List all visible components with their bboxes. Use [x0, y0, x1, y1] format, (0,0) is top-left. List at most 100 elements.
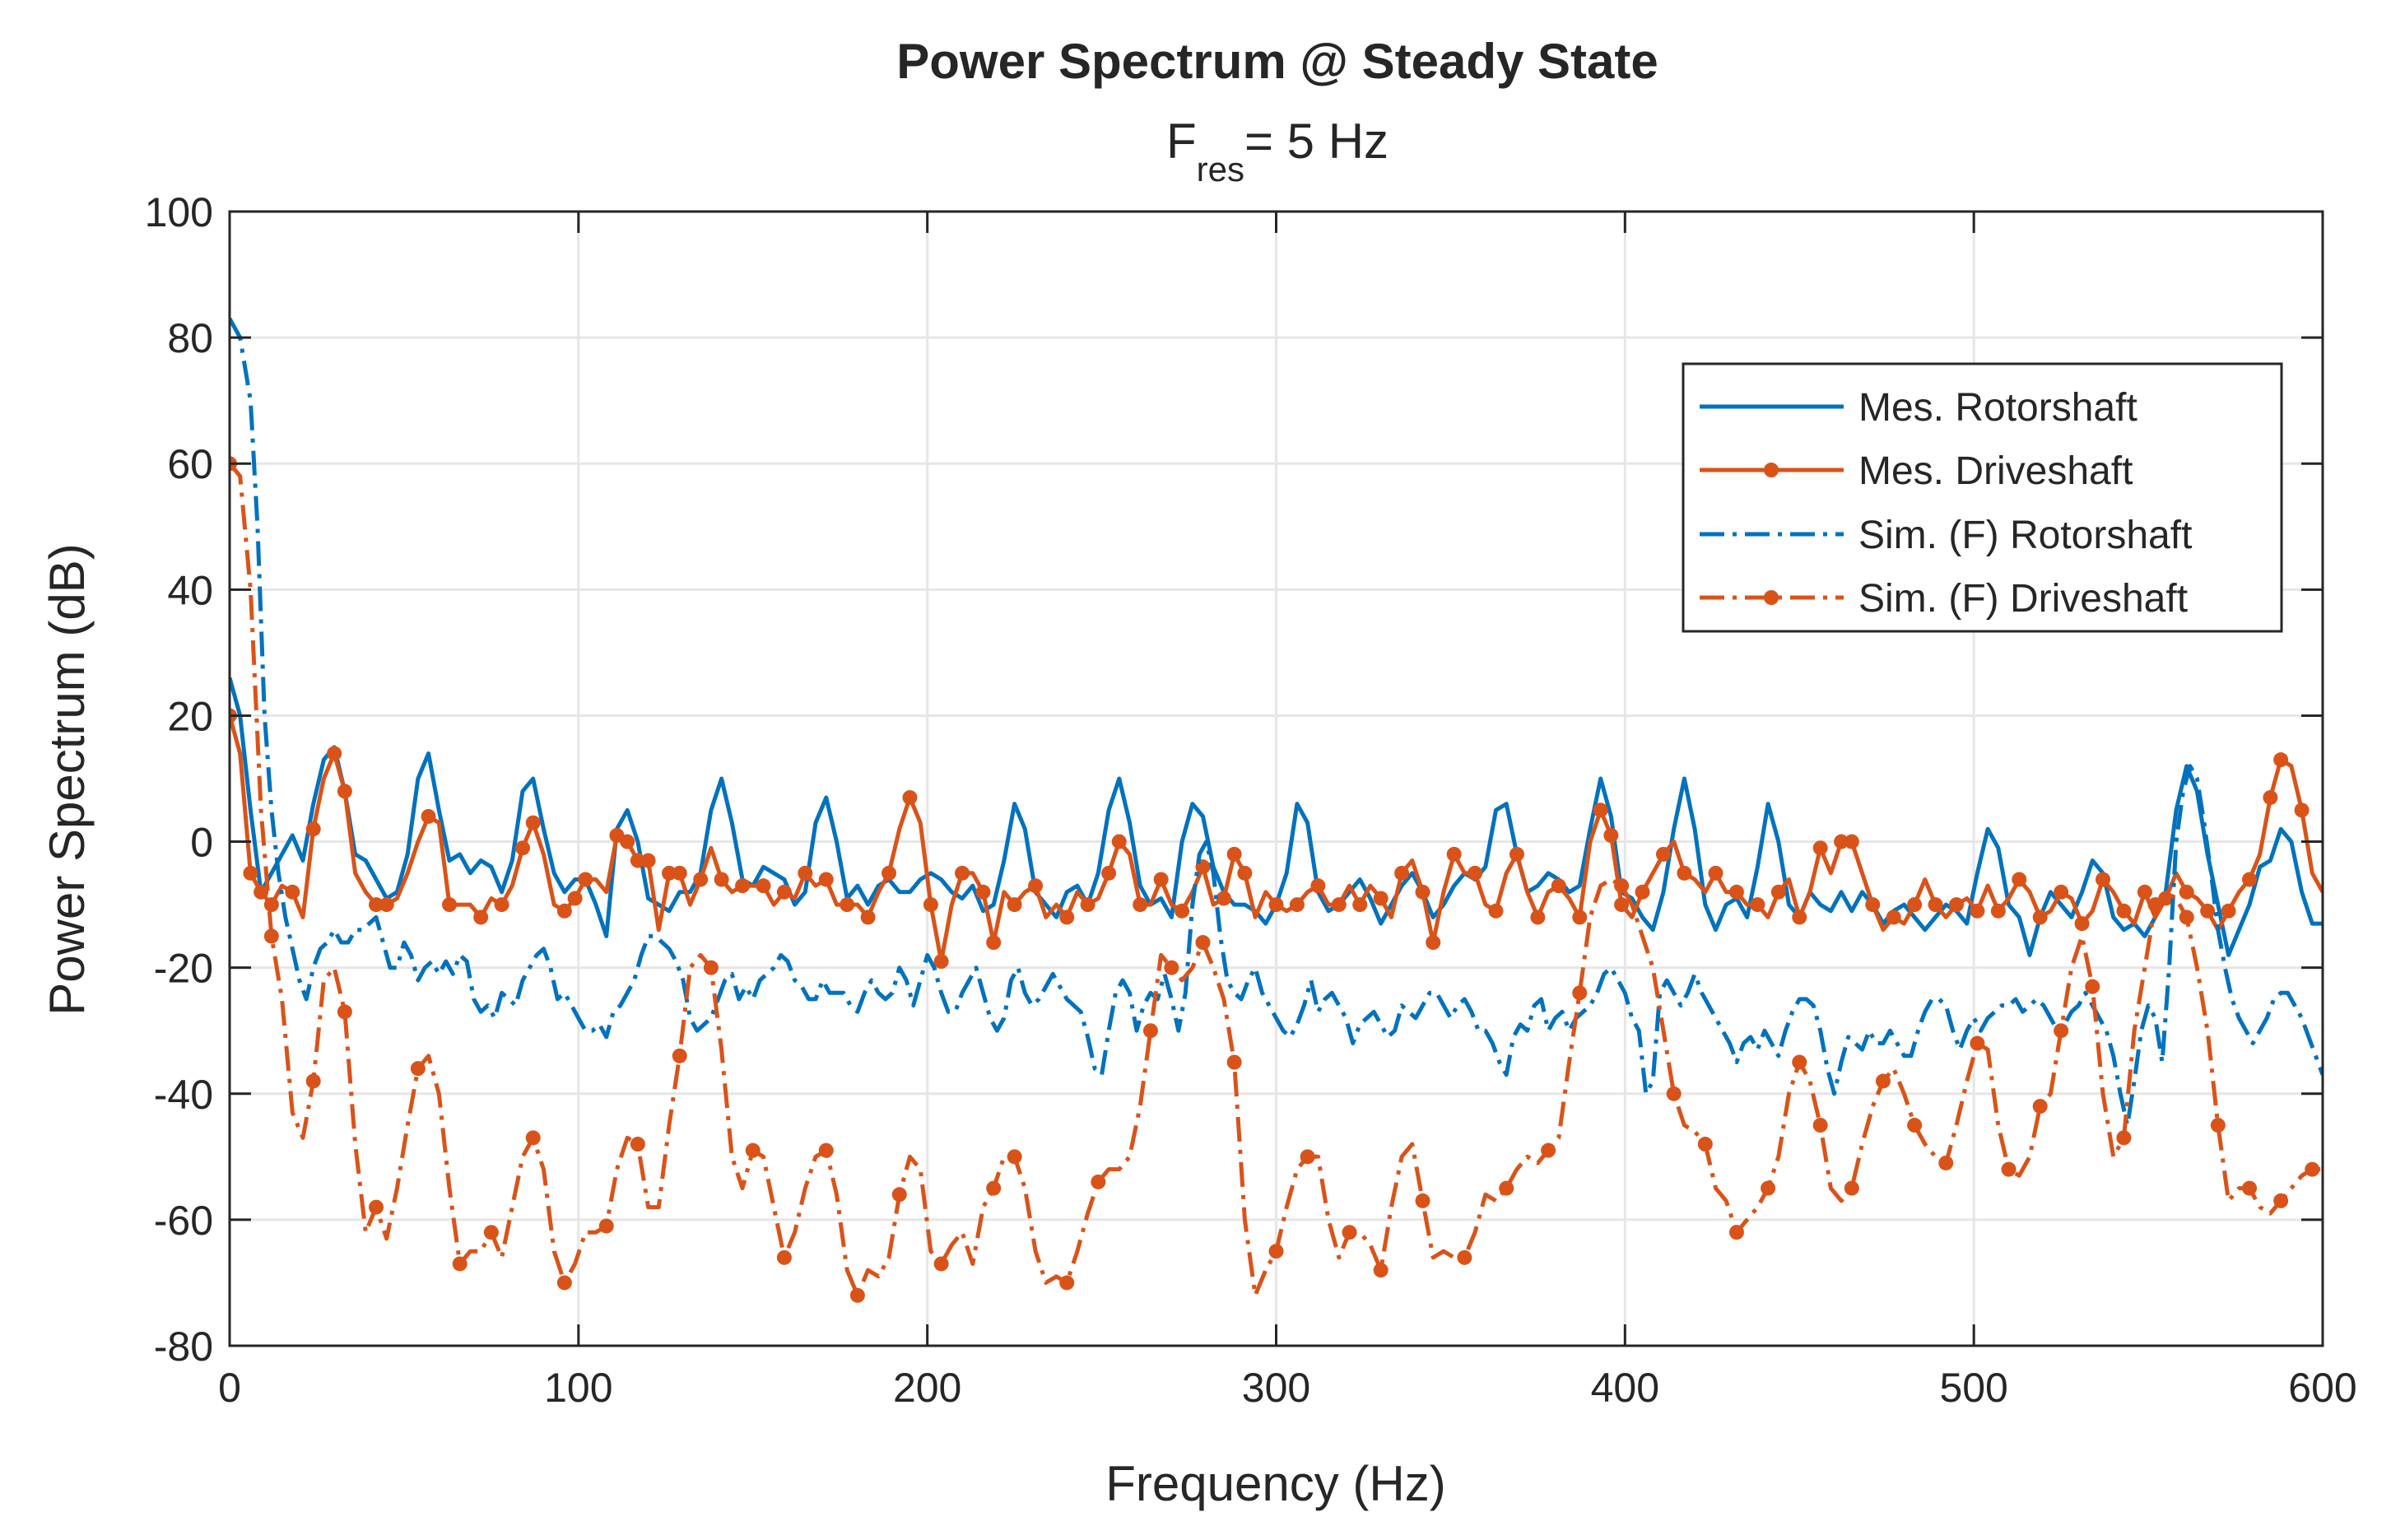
series-marker-mes-driveshaft [305, 821, 321, 837]
series-marker-sim-f-driveshaft [2147, 897, 2163, 913]
series-marker-mes-driveshaft [975, 884, 991, 900]
series-marker-mes-driveshaft [1948, 897, 1964, 913]
x-tick-label: 100 [544, 1365, 612, 1411]
series-marker-mes-driveshaft [1844, 834, 1859, 849]
series-marker-sim-f-driveshaft [776, 1249, 792, 1265]
series-marker-mes-driveshaft [556, 903, 572, 919]
series-marker-mes-driveshaft [955, 865, 970, 881]
subtitle-value: = 5 Hz [1244, 114, 1389, 169]
series-marker-sim-f-driveshaft [410, 1061, 426, 1077]
series-marker-sim-f-driveshaft [2054, 1023, 2069, 1039]
series-marker-sim-f-driveshaft [1728, 1225, 1744, 1240]
series-marker-mes-driveshaft [1111, 834, 1127, 849]
series-marker-mes-driveshaft [1509, 846, 1524, 862]
series-marker-mes-driveshaft [1928, 897, 1943, 913]
series-marker-sim-f-driveshaft [2001, 1161, 2017, 1177]
y-tick-label: 20 [167, 693, 213, 739]
series-marker-mes-driveshaft [2273, 752, 2289, 768]
series-marker-mes-driveshaft [1133, 897, 1148, 913]
series-marker-mes-driveshaft [1007, 897, 1022, 913]
axis-ticks: 0 100 200 300 400 500 600 -80 -60 -40 -20 0 20 40 60 80… [145, 189, 2357, 1411]
y-tick-label: -20 [154, 946, 213, 992]
x-tick-label: 300 [1242, 1365, 1310, 1411]
x-tick-label: 600 [2288, 1365, 2356, 1411]
series-marker-mes-driveshaft [693, 872, 709, 887]
series-marker-mes-driveshaft [1593, 803, 1608, 818]
series-marker-mes-driveshaft [902, 789, 918, 805]
series-marker-mes-driveshaft [798, 865, 813, 881]
series-marker-mes-driveshaft [923, 897, 938, 913]
series-marker-sim-f-driveshaft [1697, 1137, 1713, 1152]
subtitle-symbol: F [1166, 114, 1197, 169]
series-marker-sim-f-driveshaft [1499, 1180, 1514, 1196]
series-marker-mes-driveshaft [1059, 910, 1075, 925]
series-marker-sim-f-driveshaft [1195, 935, 1211, 951]
series-marker-sim-f-driveshaft [483, 1225, 499, 1240]
series-marker-sim-f-driveshaft [1844, 1180, 1859, 1196]
legend-marker-mes-driveshaft [1764, 463, 1779, 477]
series-marker-mes-driveshaft [1426, 935, 1441, 951]
series-marker-mes-driveshaft [2074, 916, 2090, 932]
legend-entry-sim-driveshaft: Sim. (F) Driveshaft [1700, 577, 2188, 621]
y-tick-label: 0 [190, 820, 213, 866]
series-marker-mes-driveshaft [2137, 884, 2152, 900]
series-marker-sim-f-driveshaft [2032, 1099, 2048, 1114]
series-marker-sim-f-driveshaft [525, 1130, 541, 1146]
series-marker-mes-driveshaft [630, 853, 645, 868]
series-marker-mes-driveshaft [714, 872, 729, 887]
series-marker-mes-driveshaft [1289, 897, 1305, 913]
series-marker-mes-driveshaft [494, 897, 509, 913]
series-marker-mes-driveshaft [1834, 834, 1849, 849]
series-marker-mes-driveshaft [473, 910, 489, 925]
legend-marker-sim-driveshaft [1764, 590, 1779, 605]
y-axis-label: Power Spectrum (dB) [40, 543, 95, 1016]
series-marker-mes-driveshaft [776, 884, 792, 900]
x-tick-label: 0 [218, 1365, 241, 1411]
series-marker-mes-driveshaft [1352, 897, 1368, 913]
series-marker-mes-driveshaft [2012, 872, 2027, 887]
series-marker-mes-driveshaft [1655, 846, 1671, 862]
series-marker-mes-driveshaft [1394, 865, 1410, 881]
series-marker-mes-driveshaft [1551, 878, 1566, 894]
x-axis-label: Frequency (Hz) [1105, 1456, 1445, 1511]
series-marker-mes-driveshaft [1530, 910, 1546, 925]
series-marker-mes-driveshaft [1373, 891, 1389, 906]
series-marker-sim-f-driveshaft [933, 1256, 949, 1272]
series-marker-mes-driveshaft [1310, 878, 1326, 894]
series-marker-mes-driveshaft [933, 954, 949, 970]
series-marker-sim-f-driveshaft [1091, 1174, 1106, 1189]
series-marker-mes-driveshaft [2294, 803, 2310, 818]
legend: Mes. Rotorshaft Mes. Driveshaft Sim. (F)… [1682, 362, 2283, 633]
series-marker-mes-driveshaft [1080, 897, 1095, 913]
series-marker-mes-driveshaft [1677, 865, 1692, 881]
series-marker-mes-driveshaft [2200, 903, 2216, 919]
series-marker-mes-driveshaft [379, 897, 394, 913]
legend-entry-mes-rotorshaft: Mes. Rotorshaft [1700, 386, 2137, 430]
series-marker-mes-driveshaft [1216, 891, 1231, 906]
series-marker-mes-driveshaft [1792, 910, 1807, 925]
series-marker-mes-driveshaft [1028, 878, 1044, 894]
series-marker-sim-f-driveshaft [818, 1142, 834, 1158]
series-marker-mes-driveshaft [735, 878, 751, 894]
y-tick-label: 100 [145, 189, 213, 235]
series-marker-mes-driveshaft [986, 935, 1002, 951]
series-layer [230, 317, 2323, 1303]
series-marker-sim-f-driveshaft [1572, 985, 1588, 1001]
series-marker-mes-driveshaft [369, 897, 384, 913]
series-marker-sim-f-driveshaft [1457, 1249, 1472, 1265]
legend-entry-sim-rotorshaft: Sim. (F) Rotorshaft [1700, 514, 2192, 557]
subtitle-subscript: res [1197, 150, 1244, 188]
series-marker-mes-driveshaft [2032, 910, 2048, 925]
series-sim-f-rotorshaft [230, 317, 2323, 1128]
legend-label-mes-rotorshaft: Mes. Rotorshaft [1858, 386, 2137, 430]
series-line-sim-f-rotorshaft [230, 317, 2323, 1128]
series-marker-sim-f-driveshaft [263, 928, 279, 944]
series-marker-mes-driveshaft [1886, 910, 1901, 925]
series-marker-mes-driveshaft [1415, 884, 1430, 900]
series-marker-mes-driveshaft [515, 840, 531, 856]
series-marker-mes-driveshaft [640, 853, 656, 868]
legend-label-sim-driveshaft: Sim. (F) Driveshaft [1858, 577, 2188, 621]
series-marker-sim-f-driveshaft [703, 960, 719, 975]
series-marker-mes-driveshaft [1728, 884, 1744, 900]
chart-title: Power Spectrum @ Steady State [896, 34, 1658, 89]
